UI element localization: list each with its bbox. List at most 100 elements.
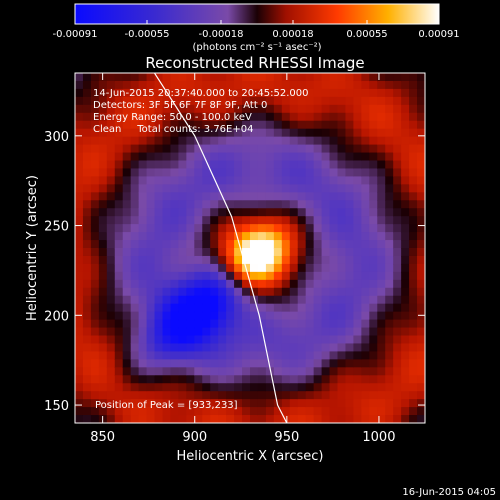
heatmap-cell xyxy=(226,88,235,98)
heatmap-cell xyxy=(401,104,410,114)
heatmap-cell xyxy=(329,327,339,337)
footer-timestamp: 16-Jun-2015 04:05 xyxy=(402,487,496,498)
heatmap-cell xyxy=(417,295,425,305)
heatmap-cell xyxy=(361,311,370,321)
heatmap-cell xyxy=(210,279,219,289)
heatmap-cell xyxy=(210,303,219,313)
heatmap-cell xyxy=(377,216,386,225)
heatmap-cell xyxy=(162,112,172,122)
heatmap-cell xyxy=(210,232,219,241)
heatmap-cell xyxy=(289,192,299,201)
heatmap-cell xyxy=(90,136,100,146)
heatmap-cell xyxy=(186,136,195,146)
heatmap-cell xyxy=(273,88,283,98)
heatmap-cell xyxy=(202,303,211,313)
heatmap-cell xyxy=(353,232,362,241)
heatmap-cell xyxy=(98,407,108,416)
heatmap-cell xyxy=(114,343,124,353)
heatmap-cell xyxy=(369,136,378,146)
heatmap-cell xyxy=(210,407,219,416)
heatmap-cell xyxy=(138,88,148,98)
heatmap-cell xyxy=(178,255,187,265)
x-axis-label: Heliocentric X (arcsec) xyxy=(177,449,324,464)
heatmap-cell xyxy=(305,112,315,122)
heatmap-cell xyxy=(345,160,355,170)
heatmap-cell xyxy=(385,327,394,337)
heatmap-cell xyxy=(170,224,180,233)
heatmap-cell xyxy=(186,88,195,98)
heatmap-cell xyxy=(146,144,156,154)
heatmap-cell xyxy=(353,303,362,313)
heatmap-cell xyxy=(305,351,315,360)
heatmap-cell xyxy=(218,224,227,233)
heatmap-cell xyxy=(106,367,116,376)
heatmap-cell xyxy=(130,295,140,305)
heatmap-cell xyxy=(186,248,195,257)
heatmap-cell xyxy=(226,192,235,201)
heatmap-cell xyxy=(369,240,378,249)
heatmap-cell xyxy=(90,255,100,265)
heatmap-cell xyxy=(210,112,219,122)
heatmap-cell xyxy=(138,152,148,162)
heatmap-cell xyxy=(401,279,410,289)
heatmap-cell xyxy=(265,224,275,233)
heatmap-cell xyxy=(257,271,267,281)
heatmap-cell xyxy=(281,176,291,185)
heatmap-cell xyxy=(337,88,347,98)
heatmap-cell xyxy=(154,367,164,376)
heatmap-cell xyxy=(250,73,259,82)
heatmap-cell xyxy=(138,144,148,154)
heatmap-cell xyxy=(210,176,219,185)
heatmap-cell xyxy=(313,73,323,82)
heatmap-cell xyxy=(178,319,187,329)
heatmap-cell xyxy=(385,200,394,209)
heatmap-cell xyxy=(178,295,187,305)
heatmap-cell xyxy=(401,208,410,217)
heatmap-cell xyxy=(178,335,187,345)
heatmap-cell xyxy=(417,415,425,423)
heatmap-cell xyxy=(250,335,259,345)
heatmap-cell xyxy=(369,176,378,185)
heatmap-cell xyxy=(178,104,187,114)
heatmap-cell xyxy=(122,248,132,257)
heatmap-cell xyxy=(385,240,394,249)
heatmap-cell xyxy=(393,160,402,170)
heatmap-cell xyxy=(106,104,116,114)
heatmap-cell xyxy=(321,311,331,321)
heatmap-cell xyxy=(329,367,339,376)
heatmap-cell xyxy=(138,192,148,201)
heatmap-cell xyxy=(218,168,227,178)
heatmap-cell xyxy=(265,303,275,313)
heatmap-cell xyxy=(75,319,84,329)
heatmap-cell xyxy=(162,192,172,201)
heatmap-cell xyxy=(409,144,418,154)
heatmap-cell xyxy=(321,200,331,209)
heatmap-cell xyxy=(313,144,323,154)
heatmap-cell xyxy=(146,311,156,321)
heatmap-cell xyxy=(130,279,140,289)
heatmap-cell xyxy=(385,359,394,368)
heatmap-cell xyxy=(297,144,307,154)
heatmap-cell xyxy=(273,80,283,90)
heatmap-cell xyxy=(305,359,315,368)
heatmap-cell xyxy=(226,208,235,217)
heatmap-cell xyxy=(265,343,275,353)
heatmap-cell xyxy=(178,160,187,170)
heatmap-cell xyxy=(345,327,355,337)
heatmap-cell xyxy=(234,144,243,154)
heatmap-cell xyxy=(250,367,259,376)
heatmap-cell xyxy=(242,112,251,122)
heatmap-cell xyxy=(130,224,140,233)
heatmap-cell xyxy=(106,240,116,249)
heatmap-cell xyxy=(106,128,116,138)
heatmap-cell xyxy=(178,184,187,193)
heatmap-cell xyxy=(345,112,355,122)
heatmap-cell xyxy=(353,104,362,114)
heatmap-cell xyxy=(329,351,339,360)
heatmap-cell xyxy=(337,399,347,408)
heatmap-cell xyxy=(281,88,291,98)
heatmap-cell xyxy=(90,224,100,233)
heatmap-cell xyxy=(226,351,235,360)
heatmap-cell xyxy=(154,263,164,273)
heatmap-cell xyxy=(353,80,362,90)
